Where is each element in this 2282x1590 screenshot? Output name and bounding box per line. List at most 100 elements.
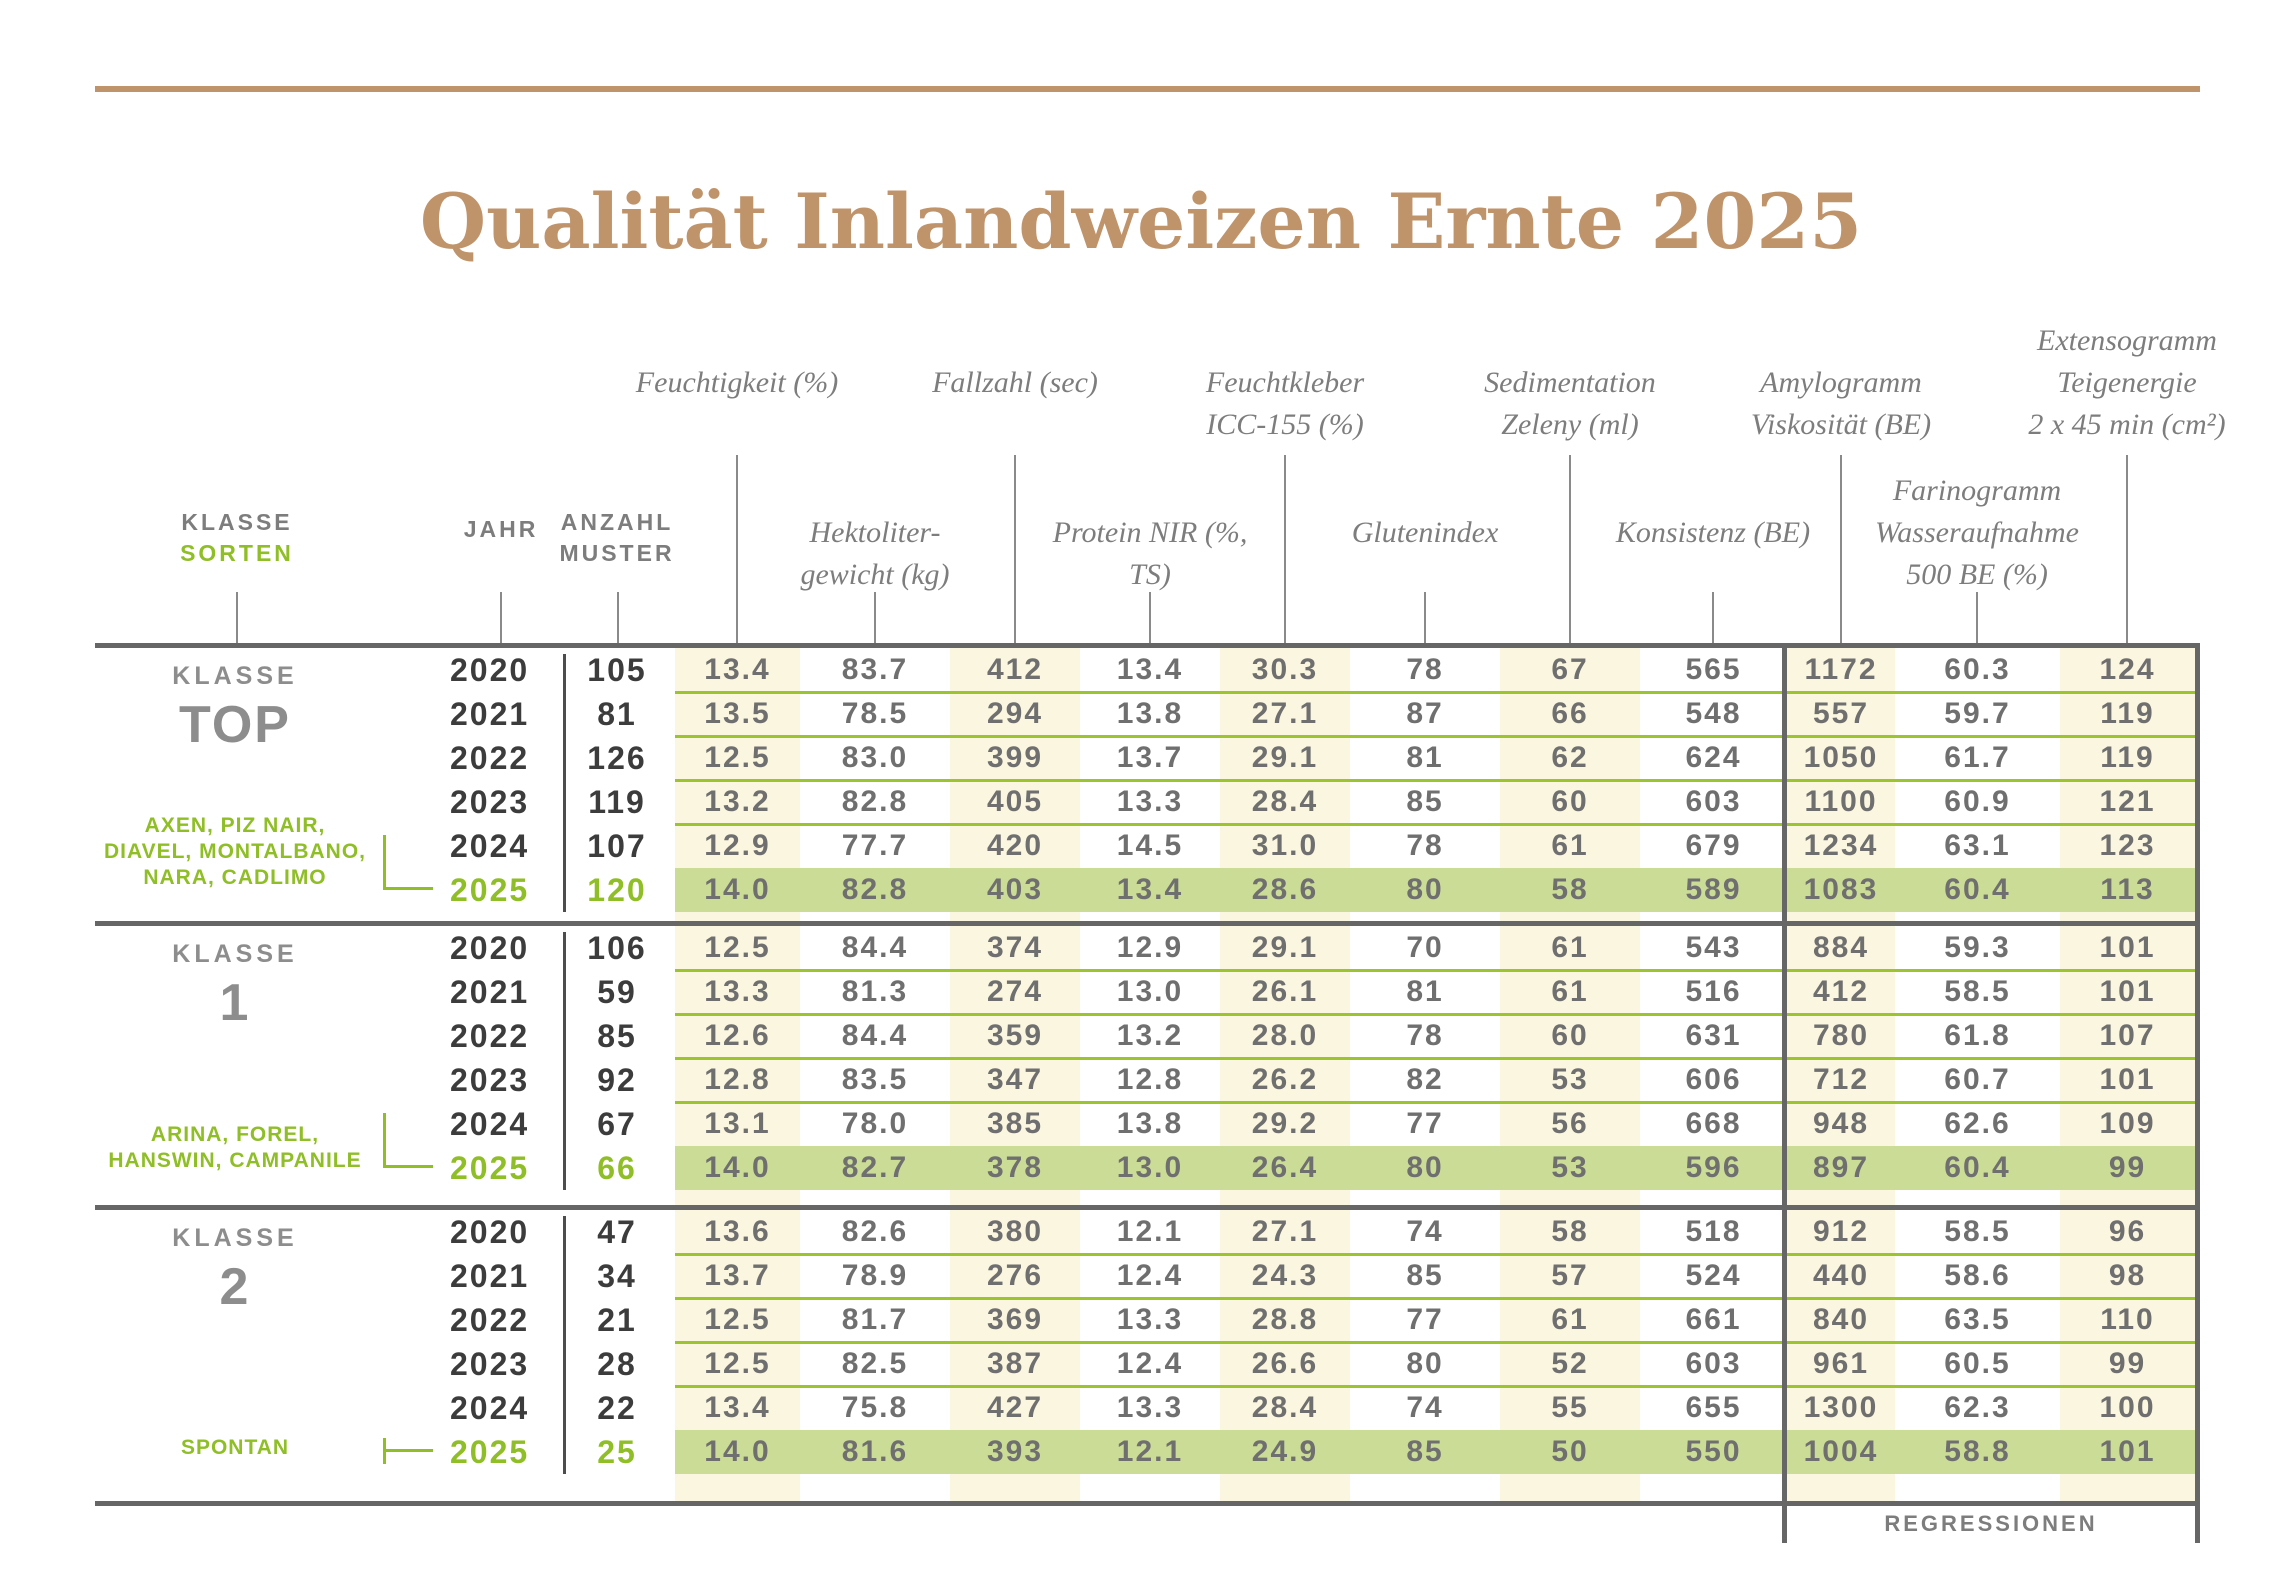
value-cell-amylogramm: 780 bbox=[1812, 1019, 1870, 1052]
value-cell-farinogramm: 63.5 bbox=[1944, 1303, 2011, 1336]
value-cell-feuchtkleber: 28.6 bbox=[1251, 873, 1319, 906]
year-cell: 2025 bbox=[450, 1433, 530, 1470]
leader-klasse bbox=[236, 592, 238, 645]
year-cell: 2022 bbox=[450, 739, 530, 776]
year-cell: 2023 bbox=[450, 1061, 530, 1098]
sample-count-cell: 92 bbox=[597, 1061, 637, 1098]
value-cell-feuchtkleber: 26.2 bbox=[1251, 1063, 1319, 1096]
sample-count-cell: 21 bbox=[597, 1301, 637, 1338]
value-cell-glutenindex: 87 bbox=[1406, 697, 1444, 730]
value-cell-feuchtigkeit: 14.0 bbox=[704, 873, 771, 906]
value-cell-hektolitergewicht: 78.9 bbox=[841, 1259, 909, 1292]
leader-amylogramm bbox=[1840, 455, 1842, 645]
value-cell-feuchtkleber: 28.4 bbox=[1251, 1391, 1319, 1424]
year-cell: 2020 bbox=[450, 1213, 530, 1250]
value-cell-konsistenz: 606 bbox=[1685, 1063, 1742, 1096]
sample-count-cell: 22 bbox=[597, 1389, 637, 1426]
highlight-band-2025 bbox=[675, 868, 2195, 912]
table-row-2025: 2025 66 14.0 82.7 378 13.0 26.4 80 53 596 897 60.4 9… bbox=[95, 1146, 2195, 1190]
value-cell-konsistenz: 603 bbox=[1685, 785, 1742, 818]
stripe-feuchtigkeit bbox=[675, 643, 800, 1506]
value-cell-protein-nir: 12.8 bbox=[1116, 1063, 1184, 1096]
value-cell-amylogramm: 1172 bbox=[1804, 653, 1878, 686]
value-cell-feuchtigkeit: 13.3 bbox=[704, 975, 771, 1008]
value-cell-feuchtkleber: 29.1 bbox=[1251, 931, 1319, 964]
value-cell-fallzahl: 393 bbox=[986, 1435, 1044, 1468]
year-cell: 2020 bbox=[450, 651, 530, 688]
value-cell-feuchtkleber: 24.9 bbox=[1251, 1435, 1319, 1468]
year-cell: 2024 bbox=[450, 1105, 530, 1142]
sample-count-cell: 25 bbox=[597, 1433, 637, 1470]
row-separator bbox=[675, 1341, 2195, 1344]
value-cell-extensogramm: 123 bbox=[2099, 829, 2156, 862]
value-cell-glutenindex: 78 bbox=[1406, 1019, 1444, 1052]
stripe-amylogramm bbox=[1787, 643, 1895, 1506]
value-cell-konsistenz: 668 bbox=[1685, 1107, 1742, 1140]
value-cell-hektolitergewicht: 82.8 bbox=[841, 785, 909, 818]
stripe-sedimentation bbox=[1500, 643, 1640, 1506]
value-cell-extensogramm: 107 bbox=[2099, 1019, 2156, 1052]
value-cell-feuchtigkeit: 13.6 bbox=[704, 1215, 771, 1248]
value-cell-hektolitergewicht: 81.6 bbox=[841, 1435, 909, 1468]
header-jahr: JAHR bbox=[463, 516, 539, 542]
rows: 2020 47 13.6 82.6 380 12.1 27.1 74 58 518 912 58.5 9… bbox=[95, 1210, 2195, 1474]
sample-count-cell: 67 bbox=[597, 1105, 637, 1142]
value-cell-amylogramm: 712 bbox=[1812, 1063, 1870, 1096]
value-cell-feuchtkleber: 26.6 bbox=[1251, 1347, 1319, 1380]
sample-count-cell: 105 bbox=[587, 651, 647, 688]
value-cell-amylogramm: 1100 bbox=[1804, 785, 1878, 818]
value-cell-fallzahl: 420 bbox=[986, 829, 1044, 862]
row-separator bbox=[675, 1385, 2195, 1388]
value-cell-extensogramm: 113 bbox=[2100, 873, 2155, 906]
value-cell-sedimentation: 62 bbox=[1551, 741, 1589, 774]
value-cell-feuchtkleber: 28.4 bbox=[1251, 785, 1319, 818]
table-row-2020: 2020 106 12.5 84.4 374 12.9 29.1 70 61 543 884 59.3… bbox=[95, 926, 2195, 970]
stripe-extensogramm bbox=[2060, 643, 2195, 1506]
value-cell-feuchtkleber: 29.2 bbox=[1251, 1107, 1319, 1140]
table-row-2023: 2023 119 13.2 82.8 405 13.3 28.4 85 60 603 1100 60.… bbox=[95, 780, 2195, 824]
value-cell-feuchtigkeit: 14.0 bbox=[704, 1435, 771, 1468]
leader-feuchtigkeit bbox=[736, 455, 738, 645]
value-cell-amylogramm: 1050 bbox=[1803, 741, 1879, 774]
value-cell-sedimentation: 58 bbox=[1551, 873, 1589, 906]
varieties-list: ARINA, FOREL, HANSWIN, CAMPANILE bbox=[108, 1123, 362, 1172]
value-cell-farinogramm: 59.7 bbox=[1944, 697, 2011, 730]
value-cell-sedimentation: 61 bbox=[1551, 829, 1589, 862]
leader-farinogramm bbox=[1976, 592, 1978, 645]
value-cell-glutenindex: 74 bbox=[1406, 1215, 1444, 1248]
value-cell-hektolitergewicht: 81.7 bbox=[841, 1303, 909, 1336]
table-row-2023: 2023 28 12.5 82.5 387 12.4 26.6 80 52 603 961 60.5 9… bbox=[95, 1342, 2195, 1386]
value-cell-konsistenz: 518 bbox=[1685, 1215, 1742, 1248]
value-cell-protein-nir: 13.7 bbox=[1116, 741, 1184, 774]
value-cell-extensogramm: 101 bbox=[2099, 1435, 2156, 1468]
value-cell-hektolitergewicht: 77.7 bbox=[841, 829, 909, 862]
value-cell-farinogramm: 58.5 bbox=[1944, 975, 2011, 1008]
varieties-bracket-arm bbox=[383, 1165, 433, 1168]
value-cell-konsistenz: 679 bbox=[1685, 829, 1742, 862]
class-label: KLASSE TOP bbox=[172, 662, 298, 754]
row-separator bbox=[675, 823, 2195, 826]
value-cell-protein-nir: 13.0 bbox=[1116, 975, 1184, 1008]
value-cell-protein-nir: 12.1 bbox=[1116, 1215, 1184, 1248]
leader-sedimentation bbox=[1569, 455, 1571, 645]
value-cell-amylogramm: 897 bbox=[1812, 1151, 1870, 1184]
value-cell-glutenindex: 77 bbox=[1406, 1303, 1444, 1336]
row-separator bbox=[675, 1057, 2195, 1060]
header-extensogramm: Extensogramm Teigenergie 2 x 45 min (cm²… bbox=[2028, 324, 2226, 441]
value-cell-farinogramm: 60.3 bbox=[1944, 653, 2011, 686]
value-cell-glutenindex: 77 bbox=[1406, 1107, 1444, 1140]
value-cell-amylogramm: 412 bbox=[1812, 975, 1870, 1008]
value-cell-extensogramm: 124 bbox=[2099, 653, 2156, 686]
table-row-2025: 2025 120 14.0 82.8 403 13.4 28.6 80 58 589 1083 60.… bbox=[95, 868, 2195, 912]
value-cell-protein-nir: 13.8 bbox=[1116, 1107, 1184, 1140]
value-cell-extensogramm: 101 bbox=[2099, 931, 2156, 964]
value-cell-sedimentation: 60 bbox=[1551, 785, 1589, 818]
varieties-list: SPONTAN bbox=[180, 1436, 290, 1459]
value-cell-fallzahl: 385 bbox=[986, 1107, 1044, 1140]
row-separator bbox=[675, 1253, 2195, 1256]
value-cell-fallzahl: 294 bbox=[986, 697, 1044, 730]
header-fallzahl: Fallzahl (sec) bbox=[932, 366, 1098, 399]
table-row-2024: 2024 67 13.1 78.0 385 13.8 29.2 77 56 668 948 62.6 1… bbox=[95, 1102, 2195, 1146]
jahr-anzahl-divider bbox=[563, 654, 566, 912]
sample-count-cell: 126 bbox=[587, 739, 647, 776]
